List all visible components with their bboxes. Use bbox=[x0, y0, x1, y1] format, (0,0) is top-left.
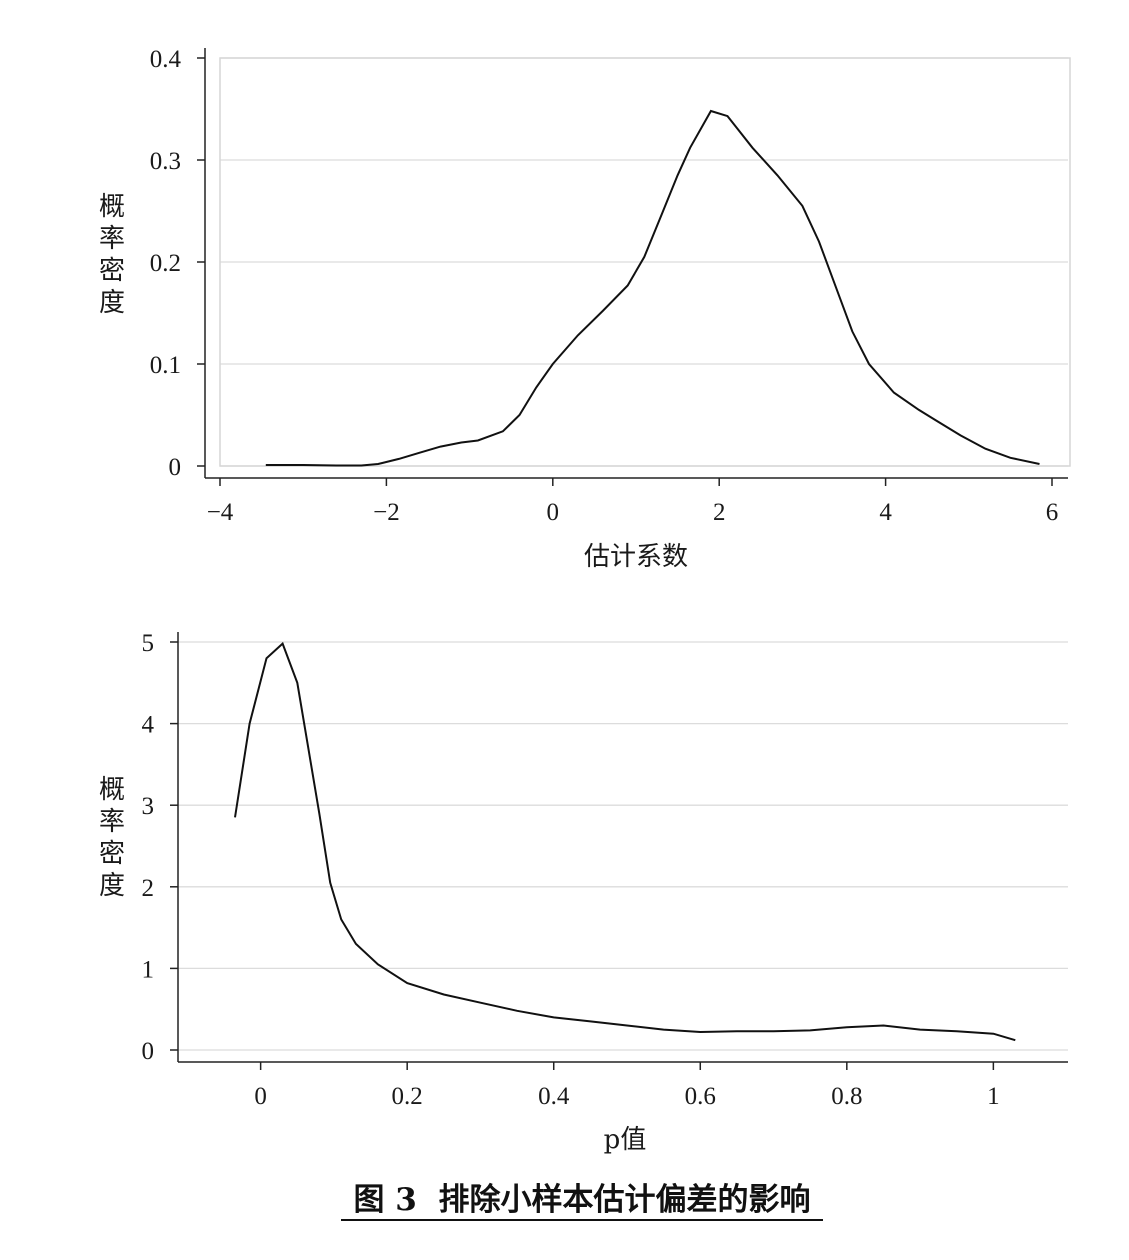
x-tick-label: −2 bbox=[373, 499, 400, 526]
chart1-y-axis-title: 概率密度 bbox=[99, 775, 125, 901]
chart0-gridlines bbox=[220, 57, 1068, 467]
y-tick-label: 0.1 bbox=[150, 352, 181, 379]
chart1-x-axis-title: p值 bbox=[604, 1125, 647, 1155]
chart1-density-curve bbox=[234, 641, 1016, 1042]
x-tick-label: 4 bbox=[879, 499, 892, 526]
x-tick-label: 0.6 bbox=[685, 1083, 716, 1110]
x-tick-label: 6 bbox=[1046, 499, 1059, 526]
chart-pvalue-density: 0 1 2 3 4 5 0 0.2 0.4 0.6 0.8 1 p值 概率密度 bbox=[99, 630, 1068, 1155]
chart0-density-curve bbox=[265, 109, 1040, 467]
y-tick-label: 0.2 bbox=[150, 250, 181, 277]
chart-coefficient-density: 0 0.1 0.2 0.3 0.4 −4 −2 0 2 4 6 估计系数 概率密度 bbox=[99, 46, 1071, 572]
chart1-gridlines bbox=[178, 641, 1068, 1051]
x-tick-label: 0 bbox=[254, 1083, 267, 1110]
x-tick-label: 0.8 bbox=[831, 1083, 862, 1110]
x-tick-label: 0 bbox=[547, 499, 560, 526]
y-tick-label: 0.3 bbox=[150, 148, 181, 175]
x-tick-label: −4 bbox=[207, 499, 234, 526]
chart0-plot-frame bbox=[219, 57, 1071, 467]
chart0-axes bbox=[204, 48, 1068, 479]
chart0-x-axis-title: 估计系数 bbox=[584, 542, 688, 572]
x-tick-label: 1 bbox=[987, 1083, 1000, 1110]
y-tick-label: 0 bbox=[142, 1038, 155, 1065]
y-tick-label: 2 bbox=[142, 875, 155, 902]
x-tick-label: 0.4 bbox=[538, 1083, 570, 1110]
y-tick-label: 0.4 bbox=[150, 46, 182, 73]
x-tick-label: 2 bbox=[713, 499, 726, 526]
figure-caption: 图 3 排除小样本估计偏差的影响 bbox=[354, 1182, 811, 1218]
chart1-ticks: 0 1 2 3 4 5 0 0.2 0.4 0.6 0.8 1 bbox=[142, 630, 1000, 1110]
x-tick-label: 0.2 bbox=[392, 1083, 423, 1110]
y-tick-label: 4 bbox=[142, 712, 155, 739]
chart0-ticks: 0 0.1 0.2 0.3 0.4 −4 −2 0 2 4 6 bbox=[150, 46, 1059, 526]
y-tick-label: 3 bbox=[142, 793, 155, 820]
chart0-y-axis-title: 概率密度 bbox=[99, 192, 125, 318]
chart1-axes bbox=[177, 632, 1068, 1063]
y-tick-label: 0 bbox=[169, 454, 182, 481]
y-tick-label: 1 bbox=[142, 956, 155, 983]
y-tick-label: 5 bbox=[142, 630, 155, 657]
